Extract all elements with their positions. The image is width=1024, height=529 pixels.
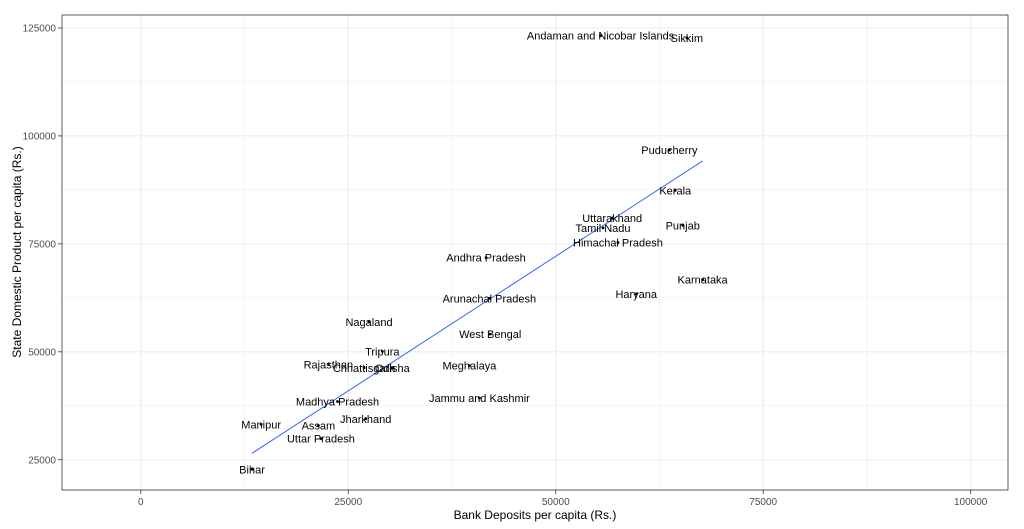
data-point-andaman-and-nicobar-islands	[599, 34, 602, 38]
data-point-chhattisgarh	[362, 366, 366, 370]
data-point-west-bengal	[488, 332, 492, 336]
data-points	[250, 34, 705, 471]
point-label-uttarakhand: Uttarakhand	[582, 213, 642, 225]
data-point-bihar	[250, 467, 254, 471]
point-label-jharkhand: Jharkhand	[340, 414, 391, 426]
point-label-assam: Assam	[302, 421, 336, 433]
point-label-odisha: Odisha	[375, 363, 411, 375]
point-label-rajasthan: Rajasthan	[304, 359, 354, 371]
data-point-assam	[317, 424, 320, 428]
point-label-kerala: Kerala	[659, 185, 692, 197]
point-label-himachal-pradesh: Himachal Pradesh	[573, 238, 663, 250]
data-point-himachal-pradesh	[616, 241, 620, 244]
trend-line-group	[251, 160, 703, 454]
point-label-nagaland: Nagaland	[345, 317, 392, 329]
grid-lines	[62, 15, 1008, 490]
x-tick-label: 25000	[334, 497, 362, 508]
data-point-tamil-nadu	[601, 226, 605, 230]
point-label-madhya-pradesh: Madhya Pradesh	[296, 396, 379, 408]
data-point-odisha	[390, 366, 394, 370]
y-axis-title: State Domestic Product per capita (Rs.)	[10, 146, 24, 357]
data-point-meghalaya	[468, 364, 471, 368]
point-label-tripura: Tripura	[365, 346, 400, 358]
point-label-uttar-pradesh: Uttar Pradesh	[287, 434, 355, 446]
data-point-jharkhand	[364, 417, 368, 421]
data-point-kerala	[673, 188, 677, 192]
point-label-west-bengal: West Bengal	[459, 329, 521, 341]
x-tick-label: 50000	[542, 497, 570, 508]
data-point-rajasthan	[326, 362, 330, 366]
data-point-nagaland	[367, 320, 371, 324]
point-label-karnataka: Karnataka	[678, 275, 729, 287]
x-tick-label: 0	[138, 497, 144, 508]
plot-panel-border	[61, 14, 1009, 491]
point-label-meghalaya: Meghalaya	[443, 361, 498, 373]
point-label-manipur: Manipur	[241, 419, 281, 431]
point-label-sikkim: Sikkim	[671, 33, 703, 45]
x-tick-label: 75000	[749, 497, 777, 508]
data-point-uttar-pradesh	[319, 437, 323, 441]
data-point-manipur	[259, 422, 263, 426]
point-label-jammu-and-kashmir: Jammu and Kashmir	[429, 393, 530, 405]
y-tick-label: 100000	[23, 131, 57, 142]
point-label-chhattisgarh: Chhattisgarh	[333, 363, 395, 375]
data-point-sikkim	[685, 36, 689, 40]
y-tick-label: 75000	[28, 239, 56, 250]
point-label-arunachal-pradesh: Arunachal Pradesh	[443, 293, 537, 305]
x-tick-label: 100000	[954, 497, 988, 508]
data-point-puducherry	[668, 148, 671, 152]
y-tick-label: 50000	[28, 347, 56, 358]
data-point-haryana	[634, 292, 638, 296]
point-label-punjab: Punjab	[666, 220, 700, 232]
x-axis-ticks: 0 25000 50000 75000 100000	[138, 490, 988, 508]
data-point-uttarakhand	[610, 216, 614, 220]
data-point-andhra-pradesh	[484, 256, 488, 260]
point-label-haryana: Haryana	[615, 289, 657, 301]
data-point-madhya-pradesh	[336, 400, 339, 403]
point-label-tamil-nadu: Tamil Nadu	[576, 223, 631, 235]
y-tick-label: 125000	[23, 23, 57, 34]
x-axis-title: Bank Deposits per capita (Rs.)	[454, 508, 617, 522]
data-point-jammu-and-kashmir	[478, 396, 481, 400]
data-point-arunachal-pradesh	[487, 296, 491, 300]
point-label-puducherry: Puducherry	[641, 145, 698, 157]
y-axis-ticks: 25000 50000 75000 100000 125000	[23, 23, 62, 466]
y-tick-label: 25000	[28, 455, 56, 466]
point-label-andaman-and-nicobar-islands: Andaman and Nicobar Islands	[527, 31, 675, 43]
data-point-punjab	[681, 223, 685, 227]
point-label-bihar: Bihar	[239, 464, 265, 476]
trend-line	[251, 160, 703, 454]
point-label-andhra-pradesh: Andhra Pradesh	[446, 253, 526, 265]
plot-panel-background	[62, 15, 1008, 490]
data-point-tripura	[380, 349, 384, 353]
data-point-karnataka	[701, 278, 705, 282]
